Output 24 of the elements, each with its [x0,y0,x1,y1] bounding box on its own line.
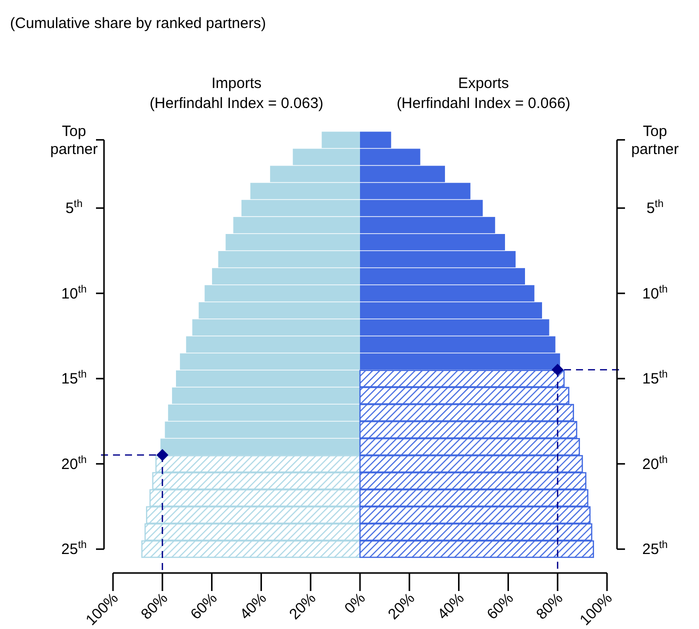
chart-title: Exports [458,75,509,92]
y-tick-label: 20$^{th}$ [642,454,668,473]
y-tick-label: Top partner [50,122,98,158]
x-tick-label: 80% [533,590,566,624]
chart-title: Imports [211,75,262,92]
x-tick-label: 40% [236,590,270,624]
y-tick-label: 10$^{th}$ [61,283,87,302]
y-tick-label: Top partner [631,122,679,158]
x-tick-label: 60% [187,590,221,624]
y-tick-label: 25$^{th}$ [642,539,668,558]
y-tick-label: 10$^{th}$ [642,283,668,302]
chart-subtitle: (Herfindahl Index = 0.063) [150,95,324,112]
x-tick-label: 80% [138,590,172,624]
x-tick-label: 0% [341,590,369,618]
y-tick-label: 15$^{th}$ [642,368,668,388]
y-tick-label: 5$^{th}$ [65,198,83,218]
y-tick-label: 20$^{th}$ [61,454,87,473]
text: (Cumulative share by ranked partners) [10,15,266,32]
y-tick-label: 5$^{th}$ [646,198,664,218]
y-tick-label: 25$^{th}$ [61,539,87,558]
x-tick-label: 40% [434,590,468,624]
chart-subtitle: (Herfindahl Index = 0.066) [396,95,570,112]
y-tick-label: 15$^{th}$ [61,368,87,388]
x-tick-label: 60% [484,590,518,624]
